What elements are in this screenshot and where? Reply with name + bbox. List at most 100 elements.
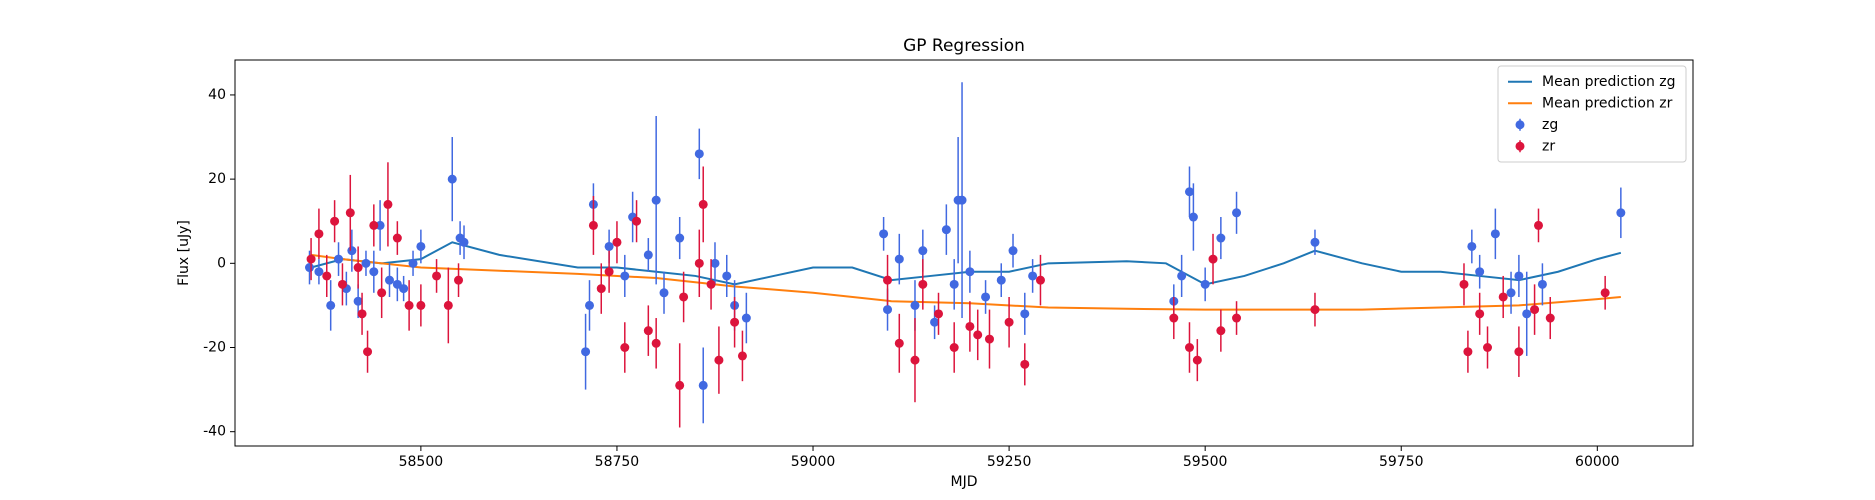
data-point [375,220,385,230]
data-point [1216,326,1226,336]
data-point [1475,267,1485,277]
data-point [596,284,606,294]
data-point [361,258,371,268]
data-point [581,347,591,357]
data-point [314,229,324,239]
data-point [408,258,418,268]
data-point [643,326,653,336]
data-point [934,309,944,319]
legend-label: zg [1542,117,1558,133]
data-point [305,263,315,273]
data-point [604,267,614,277]
data-point [973,330,983,340]
data-point [385,275,395,285]
data-point [1463,347,1473,357]
data-point [894,338,904,348]
legend-swatch [1515,141,1525,151]
data-point [706,279,716,289]
data-point [353,263,363,273]
data-point [1475,309,1485,319]
data-point [632,216,642,226]
data-point [883,275,893,285]
data-point [737,351,747,361]
data-point [588,220,598,230]
data-point [1004,317,1014,327]
data-point [363,347,373,357]
data-point [322,271,332,281]
data-point [675,233,685,243]
data-point [1530,305,1540,315]
data-point [337,279,347,289]
data-point [345,208,355,218]
data-point [710,258,720,268]
data-point [392,233,402,243]
y-tick-label: -20 [203,340,226,356]
gp-mean-line [310,253,1621,311]
data-point [620,271,630,281]
data-point [1008,246,1018,256]
data-point [651,195,661,205]
gp-mean-line [310,241,1622,286]
data-point [454,275,464,285]
data-point [1467,241,1477,251]
data-point [1200,279,1210,289]
data-point [1020,359,1030,369]
legend: Mean prediction zg Mean prediction zr zg zr [1497,65,1687,163]
chart-title: GP Regression [903,36,1025,56]
data-point [1514,271,1524,281]
data-point [949,343,959,353]
data-point [675,380,685,390]
x-tick-label: 59500 [1183,454,1228,470]
data-point [377,288,387,298]
data-point [1483,343,1493,353]
data-point [432,271,442,281]
data-point [894,254,904,264]
data-point [314,267,324,277]
data-point [416,300,426,310]
data-point [459,237,469,247]
data-point [399,284,409,294]
data-point [679,292,689,302]
data-point [447,174,457,184]
data-point [883,305,893,315]
data-point [941,225,951,235]
x-axis-label: MJD [951,474,978,490]
data-point [1184,343,1194,353]
x-tick-label: 59750 [1379,454,1424,470]
data-point [714,355,724,365]
data-point [981,292,991,302]
data-point [910,300,920,310]
data-point [659,288,669,298]
legend-label: Mean prediction zr [1542,95,1673,111]
data-point [1208,254,1218,264]
x-tick-label: 58750 [595,454,640,470]
data-point [404,300,414,310]
data-point [330,216,340,226]
data-point [1188,212,1198,222]
data-point [651,338,661,348]
data-point [1035,275,1045,285]
data-point [949,279,959,289]
data-point [1600,288,1610,298]
y-tick-label: -40 [203,424,226,440]
data-point [416,241,426,251]
data-point [1232,313,1242,323]
data-point [879,229,889,239]
data-point [1310,305,1320,315]
data-point [957,195,967,205]
data-point [306,254,316,264]
data-point [1522,309,1532,319]
data-point [1192,355,1202,365]
data-point [1028,271,1038,281]
y-tick-label: 40 [208,87,226,103]
data-point [698,380,708,390]
data-point [1506,288,1516,298]
data-point [984,334,994,344]
data-point [369,220,379,230]
data-point [910,355,920,365]
y-axis-label: Flux [uJy] [176,220,192,286]
data-point [694,258,704,268]
data-point [1184,187,1194,197]
data-point [1514,347,1524,357]
